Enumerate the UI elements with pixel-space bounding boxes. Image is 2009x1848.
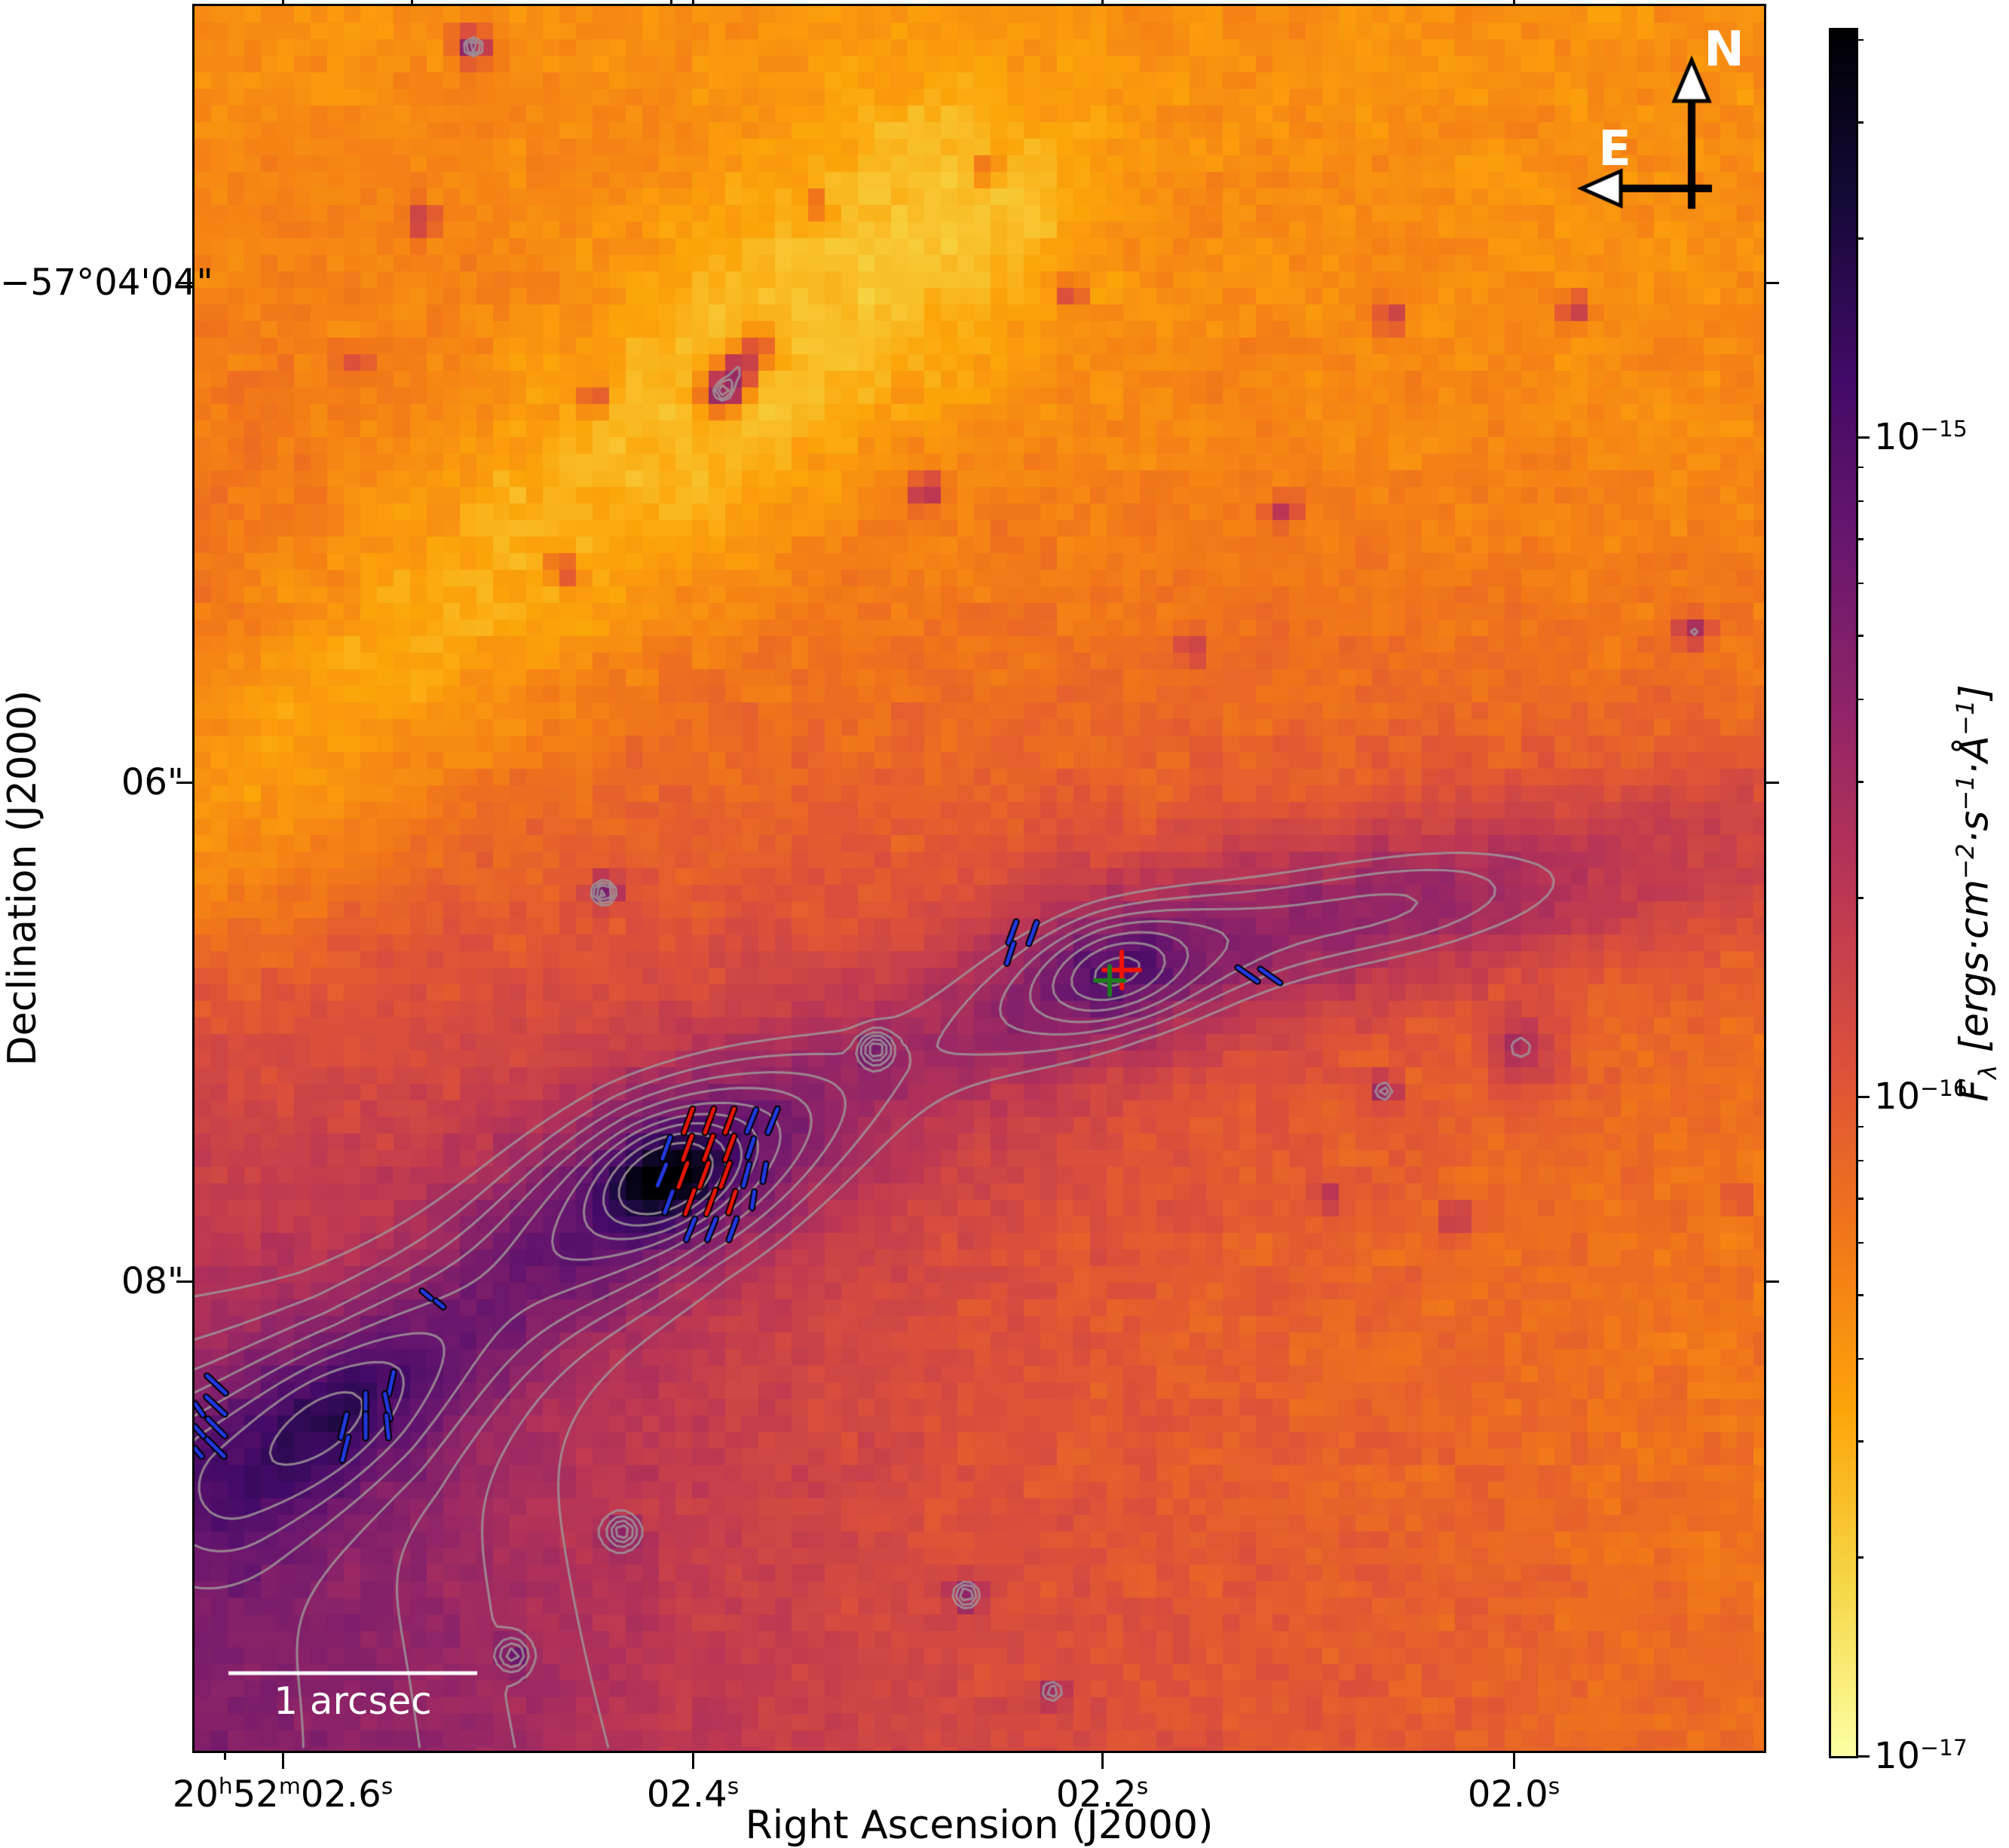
- colorbar-minor-tick: [1856, 1198, 1864, 1200]
- x-axis-minor-tick-top: [669, 0, 672, 6]
- x-tick-label: 20h52m02.6s: [172, 1773, 394, 1816]
- x-tick-label: 02.0s: [1467, 1773, 1560, 1816]
- colorbar-major-tick: [1856, 1095, 1870, 1098]
- x-axis-tick-top: [1101, 0, 1104, 6]
- x-axis-tick-top: [691, 0, 694, 6]
- colorbar-tick-label: 10−17: [1874, 1735, 1968, 1777]
- colorbar-minor-tick: [1856, 1294, 1864, 1296]
- compass-north-label: N: [1704, 22, 1744, 78]
- y-axis-label: Declination (J2000): [0, 690, 45, 1066]
- colorbar-minor-tick: [1856, 698, 1864, 701]
- sky-image-canvas: [194, 6, 1764, 1751]
- scalebar-label: 1 arcsec: [274, 1679, 432, 1723]
- colorbar-minor-tick: [1856, 781, 1864, 783]
- colorbar-tick-label: 10−16: [1874, 1075, 1968, 1118]
- x-axis-tick: [691, 1751, 694, 1769]
- x-axis-tick: [281, 1751, 284, 1769]
- colorbar-minor-tick: [1856, 121, 1864, 124]
- x-axis-tick-top: [1512, 0, 1515, 6]
- x-axis-label: Right Ascension (J2000): [745, 1803, 1214, 1848]
- x-tick-label: 02.2s: [1055, 1773, 1149, 1816]
- colorbar-minor-tick: [1856, 635, 1864, 637]
- colorbar-minor-tick: [1856, 1440, 1864, 1443]
- y-axis-tick: [176, 1280, 194, 1283]
- colorbar-major-tick: [1856, 1755, 1870, 1758]
- colorbar-minor-tick: [1856, 38, 1864, 41]
- x-axis-tick: [1512, 1751, 1515, 1769]
- colorbar-label: Fλ [ergs·cm−2·s−1·Å−1]: [1951, 684, 2002, 1102]
- colorbar-tick-label: 10−15: [1874, 416, 1968, 458]
- x-axis-minor-tick: [223, 1751, 226, 1760]
- y-axis-tick-right: [1764, 1280, 1779, 1283]
- y-tick-label: −57°04'04": [0, 262, 213, 304]
- y-axis-tick-right: [1764, 781, 1779, 784]
- colorbar-minor-tick: [1856, 897, 1864, 899]
- colorbar-minor-tick: [1856, 1159, 1864, 1162]
- compass-east-label: E: [1598, 121, 1631, 177]
- colorbar-gradient: [1831, 30, 1856, 1756]
- colorbar-major-tick: [1856, 436, 1870, 439]
- colorbar-minor-tick: [1856, 582, 1864, 585]
- y-axis-tick: [176, 781, 194, 784]
- y-tick-label: 06": [121, 761, 184, 803]
- y-axis-tick: [176, 281, 194, 284]
- colorbar-minor-tick: [1856, 1556, 1864, 1559]
- colorbar-minor-tick: [1856, 1125, 1864, 1128]
- y-tick-label: 08": [121, 1260, 184, 1302]
- colorbar-minor-tick: [1856, 466, 1864, 469]
- y-axis-tick-right: [1764, 281, 1779, 284]
- colorbar-minor-tick: [1856, 500, 1864, 503]
- x-axis-tick-top: [281, 0, 284, 6]
- colorbar-minor-tick: [1856, 1241, 1864, 1244]
- x-tick-label: 02.4s: [646, 1773, 740, 1816]
- colorbar-minor-tick: [1856, 237, 1864, 240]
- x-axis-minor-tick-top: [410, 0, 413, 6]
- x-axis-tick: [1101, 1751, 1104, 1769]
- colorbar-minor-tick: [1856, 1357, 1864, 1360]
- colorbar-minor-tick: [1856, 538, 1864, 540]
